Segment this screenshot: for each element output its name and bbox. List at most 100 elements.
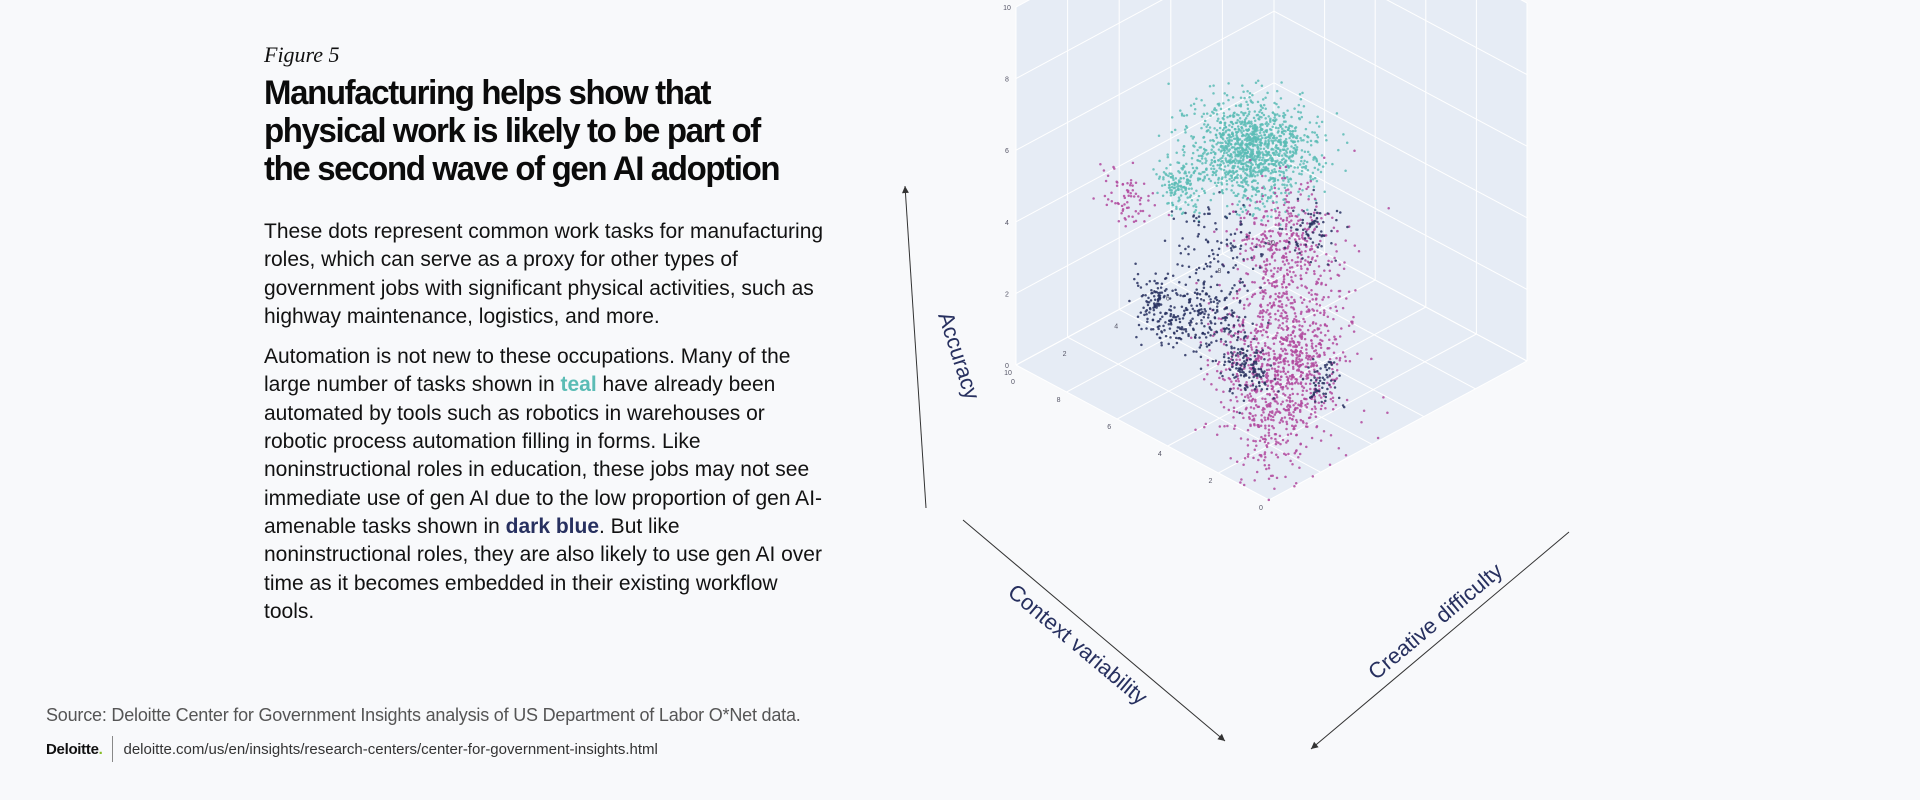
data-point — [1280, 305, 1284, 309]
data-point — [1235, 367, 1238, 370]
data-point — [1254, 171, 1257, 174]
data-point — [1216, 163, 1219, 167]
data-point — [1260, 197, 1264, 201]
data-point — [1292, 206, 1296, 209]
data-point — [1241, 239, 1244, 242]
data-point — [1284, 159, 1287, 162]
data-point — [1169, 336, 1172, 339]
data-point — [1186, 196, 1189, 199]
data-point — [1313, 176, 1317, 180]
data-point — [1185, 126, 1189, 129]
data-point — [1311, 130, 1314, 134]
data-point — [1289, 191, 1293, 194]
data-point — [1282, 291, 1285, 295]
data-point — [1215, 112, 1219, 116]
data-point — [1253, 479, 1256, 482]
data-point — [1203, 119, 1207, 123]
data-point — [1352, 330, 1356, 333]
data-point — [1232, 416, 1235, 419]
data-point — [1212, 300, 1216, 303]
footer-url[interactable]: deloitte.com/us/en/insights/research-cen… — [123, 740, 658, 758]
data-point — [1215, 128, 1219, 132]
data-point — [1319, 324, 1322, 327]
data-point — [1203, 123, 1206, 126]
data-point — [1292, 307, 1296, 311]
data-point — [1250, 100, 1253, 104]
data-point — [1244, 116, 1248, 120]
data-point — [1274, 210, 1277, 213]
data-point — [1214, 359, 1218, 362]
data-point — [1309, 180, 1313, 183]
data-point — [1285, 320, 1288, 323]
data-point — [1240, 478, 1243, 481]
data-point — [1247, 237, 1251, 240]
data-point — [1222, 327, 1226, 330]
data-point — [1267, 321, 1270, 324]
data-point — [1307, 255, 1310, 259]
data-point — [1183, 150, 1186, 154]
data-point — [1222, 390, 1225, 393]
data-point — [1289, 301, 1292, 305]
data-point — [1306, 150, 1310, 154]
data-point — [1301, 324, 1304, 328]
data-point — [1255, 444, 1258, 447]
brand-dot: . — [98, 740, 103, 758]
data-point — [1164, 334, 1168, 338]
data-point — [1211, 359, 1215, 363]
data-point — [1238, 350, 1242, 354]
data-point — [1304, 212, 1307, 215]
data-point — [1291, 331, 1295, 335]
data-point — [1265, 371, 1269, 375]
data-point — [1297, 382, 1300, 385]
data-point — [1291, 135, 1295, 139]
data-point — [1299, 333, 1303, 336]
data-point — [1272, 119, 1276, 122]
data-point — [1254, 385, 1258, 389]
data-point — [1277, 127, 1280, 130]
data-point — [1287, 413, 1291, 416]
data-point — [1264, 273, 1267, 276]
data-point — [1132, 195, 1136, 198]
data-point — [1278, 166, 1282, 170]
data-point — [1225, 204, 1229, 208]
data-point — [1209, 130, 1212, 134]
data-point — [1271, 411, 1274, 415]
data-point — [1209, 300, 1213, 304]
data-point — [1314, 259, 1317, 262]
data-point — [1212, 156, 1216, 159]
data-point — [1217, 148, 1221, 151]
data-point — [1261, 380, 1264, 384]
data-point — [1291, 129, 1295, 133]
data-point — [1284, 475, 1287, 479]
data-point — [1221, 191, 1225, 195]
data-point — [1225, 216, 1229, 220]
data-point — [1216, 362, 1220, 366]
data-point — [1294, 136, 1298, 140]
data-point — [1222, 112, 1226, 115]
x-tick-label: 0 — [1259, 505, 1263, 512]
data-point — [1276, 131, 1280, 134]
data-point — [1320, 230, 1323, 233]
data-point — [1243, 395, 1247, 399]
data-point — [1237, 347, 1240, 351]
data-point — [1290, 337, 1294, 340]
data-point — [1175, 151, 1178, 154]
data-point — [1261, 232, 1265, 236]
data-point — [1233, 164, 1236, 168]
data-point — [1152, 295, 1156, 298]
data-point — [1310, 289, 1313, 292]
data-point — [1306, 168, 1310, 172]
data-point — [1223, 330, 1226, 333]
data-point — [1132, 220, 1136, 223]
data-point — [1347, 290, 1351, 293]
data-point — [1226, 424, 1229, 428]
data-point — [1204, 262, 1208, 266]
data-point — [1260, 170, 1263, 173]
data-point — [1123, 196, 1127, 200]
data-point — [1273, 413, 1277, 416]
data-point — [1228, 212, 1231, 216]
data-point — [1271, 385, 1275, 389]
data-point — [1300, 250, 1303, 254]
data-point — [1283, 239, 1286, 243]
